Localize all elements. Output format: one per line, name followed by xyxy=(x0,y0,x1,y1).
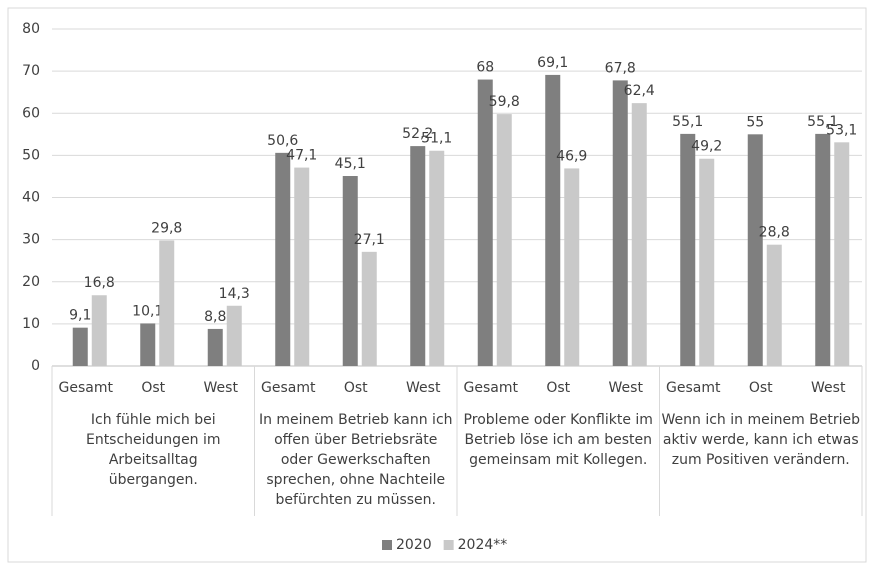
y-tick-label: 0 xyxy=(31,358,40,374)
bar xyxy=(834,142,850,366)
bar xyxy=(747,134,763,366)
data-label: 67,8 xyxy=(605,60,636,76)
data-label: 55,1 xyxy=(672,114,703,130)
bar xyxy=(429,150,445,366)
bar xyxy=(564,168,580,366)
y-tick-label: 60 xyxy=(22,105,40,121)
bar xyxy=(140,323,156,366)
bar xyxy=(477,79,493,367)
data-label: 10,1 xyxy=(132,303,163,319)
x-tick-label: Gesamt xyxy=(261,380,316,396)
x-tick-label: West xyxy=(609,380,644,396)
bar xyxy=(699,158,715,366)
group-label: Probleme oder Konflikte im Betrieb löse … xyxy=(463,412,653,468)
data-label: 47,1 xyxy=(286,148,317,164)
data-label: 69,1 xyxy=(537,55,568,71)
x-tick-label: Ost xyxy=(141,380,165,396)
bar xyxy=(91,295,107,366)
bar xyxy=(226,305,242,366)
data-label: 52,2 xyxy=(402,126,433,142)
group-label: In meinem Betrieb kann ich offen über Be… xyxy=(258,412,453,508)
bar xyxy=(342,176,358,366)
legend-label: 2020 xyxy=(396,537,432,553)
x-tick-label: West xyxy=(811,380,846,396)
bar xyxy=(294,167,310,366)
data-label: 27,1 xyxy=(354,232,385,248)
data-label: 9,1 xyxy=(69,308,91,324)
legend-label: 2024** xyxy=(458,537,508,553)
y-tick-label: 40 xyxy=(22,190,40,206)
bar xyxy=(275,152,291,366)
x-tick-label: Gesamt xyxy=(59,380,114,396)
y-tick-label: 10 xyxy=(22,316,40,332)
x-tick-label: Ost xyxy=(546,380,570,396)
y-tick-label: 30 xyxy=(22,232,40,248)
data-label: 14,3 xyxy=(219,286,250,302)
x-tick-label: Ost xyxy=(749,380,773,396)
y-tick-label: 50 xyxy=(22,147,40,163)
bar xyxy=(207,328,223,366)
bar xyxy=(680,133,696,366)
data-label: 55,1 xyxy=(807,114,838,130)
x-tick-label: Ost xyxy=(344,380,368,396)
data-label: 16,8 xyxy=(84,275,115,291)
data-label: 55 xyxy=(746,114,764,130)
group-label: Wenn ich in meinem Betrieb aktiv werde, … xyxy=(661,412,861,468)
data-label: 28,8 xyxy=(759,225,790,241)
bar xyxy=(496,114,512,366)
x-tick-label: Gesamt xyxy=(464,380,519,396)
data-label: 50,6 xyxy=(267,133,298,149)
legend-swatch xyxy=(382,540,392,550)
y-tick-label: 20 xyxy=(22,274,40,290)
bar xyxy=(545,74,561,366)
data-label: 29,8 xyxy=(151,220,182,236)
y-tick-label: 80 xyxy=(22,21,40,37)
bar xyxy=(159,240,175,366)
group-label: Ich fühle mich bei Entscheidungen im Arb… xyxy=(85,412,221,488)
legend-swatch xyxy=(443,540,454,550)
data-label: 49,2 xyxy=(691,139,722,155)
x-tick-label: West xyxy=(204,380,239,396)
data-label: 53,1 xyxy=(826,122,857,138)
data-label: 45,1 xyxy=(335,156,366,172)
bar xyxy=(612,80,628,366)
data-label: 46,9 xyxy=(556,148,587,164)
data-label: 68 xyxy=(476,60,494,76)
bar xyxy=(361,251,377,366)
data-label: 59,8 xyxy=(489,94,520,110)
data-label: 51,1 xyxy=(421,131,452,147)
bar xyxy=(815,133,831,366)
x-tick-label: West xyxy=(406,380,441,396)
y-tick-label: 70 xyxy=(22,63,40,79)
bar xyxy=(766,244,782,366)
data-label: 62,4 xyxy=(624,83,655,99)
data-label: 8,8 xyxy=(204,309,226,325)
x-tick-label: Gesamt xyxy=(666,380,721,396)
bar xyxy=(631,103,647,366)
bar xyxy=(72,327,88,366)
bar xyxy=(410,146,426,366)
